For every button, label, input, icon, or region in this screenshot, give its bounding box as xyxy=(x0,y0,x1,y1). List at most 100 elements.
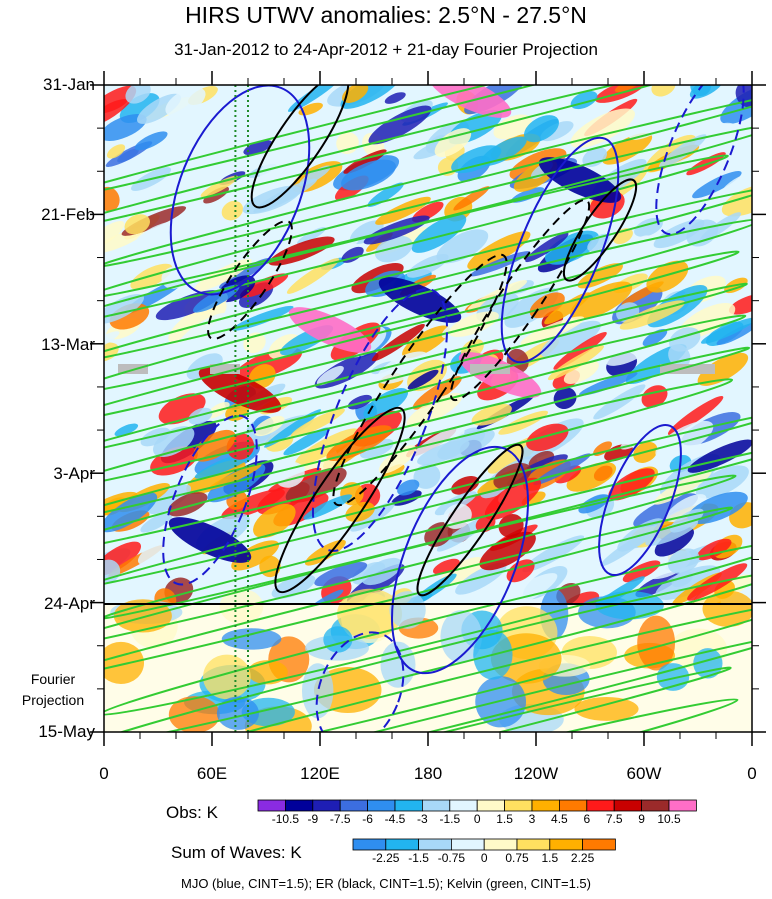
y-tick-label: 24-Apr xyxy=(43,594,95,613)
anomaly-blob xyxy=(176,312,229,351)
y-tick-label: 15-May xyxy=(38,722,95,741)
waves-legend-label: Sum of Waves: K xyxy=(171,843,302,862)
y-tick-label: 13-Mar xyxy=(41,335,95,354)
anomaly-blob xyxy=(298,102,323,116)
anomaly-blob xyxy=(285,467,347,503)
anomaly-blob xyxy=(646,260,689,293)
anomaly-blob xyxy=(104,221,125,250)
anomaly-blob xyxy=(114,423,139,437)
x-tick-label: 120E xyxy=(300,764,340,783)
y-tick-label: 31-Jan xyxy=(43,75,95,94)
colorbar-tick-label: -0.75 xyxy=(437,851,466,865)
chart-title: HIRS UTWV anomalies: 2.5°N - 27.5°N xyxy=(185,2,587,28)
anomaly-blob xyxy=(299,165,331,187)
anomaly-blob xyxy=(384,92,406,104)
anomaly-blob xyxy=(153,426,195,458)
colorbar-swatch xyxy=(582,838,616,851)
anomaly-blob xyxy=(529,292,565,319)
anomaly-blob xyxy=(547,345,604,381)
colorbar-tick-label: 2.25 xyxy=(570,851,595,865)
mjo-contour xyxy=(598,423,682,577)
anomaly-blob xyxy=(367,182,404,208)
anomaly-blob xyxy=(629,118,668,140)
anomaly-blob xyxy=(697,352,749,386)
obs-legend-label: Obs: K xyxy=(166,803,218,822)
er-contour xyxy=(449,198,591,402)
anomaly-blob xyxy=(140,511,174,533)
projection-blob xyxy=(221,628,282,650)
er-contour xyxy=(332,253,508,507)
colorbar-tick-label: -6 xyxy=(362,812,373,826)
colorbar-swatch xyxy=(367,799,396,812)
anomaly-blob xyxy=(341,85,369,103)
mjo-contour xyxy=(391,445,529,675)
colorbar-swatch xyxy=(418,838,452,851)
anomaly-blob xyxy=(434,128,472,158)
anomaly-blob xyxy=(526,423,569,452)
anomaly-blob xyxy=(363,388,409,419)
kelvin-contour xyxy=(104,85,740,204)
missing-data-patch xyxy=(210,364,240,374)
colorbar-swatch xyxy=(352,838,387,851)
colorbar-swatch xyxy=(613,799,643,812)
anomaly-blob xyxy=(432,558,460,575)
anomaly-blob xyxy=(544,292,591,325)
anomaly-blob xyxy=(453,186,490,211)
anomaly-blob xyxy=(707,122,741,150)
anomaly-blob xyxy=(397,479,420,496)
anomaly-blob xyxy=(651,85,676,97)
anomaly-blob xyxy=(699,212,742,242)
anomaly-blob xyxy=(105,390,158,417)
colorbar-tick-label: 10.5 xyxy=(657,812,681,826)
anomaly-blob xyxy=(240,273,289,298)
plot-area xyxy=(104,85,752,732)
kelvin-contour xyxy=(104,602,752,732)
er-contour xyxy=(274,406,406,594)
colorbar-tick-label: 0 xyxy=(480,851,488,865)
kelvin-contour xyxy=(104,506,733,684)
colorbar-swatch xyxy=(586,799,615,812)
x-tick-label: 0 xyxy=(99,764,109,783)
anomaly-blob xyxy=(104,186,120,212)
anomaly-blob xyxy=(417,439,470,466)
anomaly-blob xyxy=(455,562,507,595)
kelvin-contour xyxy=(104,634,752,732)
anomaly-blob xyxy=(374,235,413,263)
anomaly-blob xyxy=(412,376,462,410)
anomaly-blob xyxy=(264,409,322,448)
x-tick-label: 180 xyxy=(413,764,443,783)
anomaly-blob xyxy=(608,468,655,501)
colorbar-swatch xyxy=(284,799,314,812)
y-tick-label: 21-Feb xyxy=(41,205,95,224)
projection-blob xyxy=(693,648,723,679)
anomaly-blob xyxy=(167,492,208,517)
er-contour xyxy=(416,443,524,597)
fourier-projection-label: Fourier Projection xyxy=(8,669,98,711)
er-contour xyxy=(207,220,293,340)
anomaly-blob xyxy=(665,494,707,522)
projection-blob xyxy=(389,591,426,629)
anomaly-blob xyxy=(188,407,213,425)
anomaly-blob xyxy=(642,328,668,347)
projection-blob xyxy=(323,626,353,653)
anomaly-blob xyxy=(582,147,608,168)
anomaly-blob xyxy=(303,238,360,275)
anomaly-blob xyxy=(104,114,147,141)
anomaly-blob xyxy=(411,214,467,253)
missing-data-patch xyxy=(660,364,715,374)
colorbar-swatch xyxy=(450,838,485,851)
colorbar-tick-label: 0.75 xyxy=(505,851,529,865)
kelvin-contour xyxy=(104,85,735,236)
kelvin-contour xyxy=(104,474,737,652)
anomaly-blob xyxy=(311,107,361,145)
x-tick-label: 120W xyxy=(513,764,559,783)
fourier-label-line: Projection xyxy=(21,692,85,708)
colorbar-tick-label: -1.5 xyxy=(439,812,461,826)
anomaly-blob xyxy=(659,134,707,168)
colorbar-swatch xyxy=(549,838,583,851)
colorbar-tick-label: 1.5 xyxy=(496,812,513,826)
colorbar-swatch xyxy=(668,799,697,812)
anomaly-blob xyxy=(493,114,532,140)
colorbar-tick-label: 4.5 xyxy=(551,812,568,826)
